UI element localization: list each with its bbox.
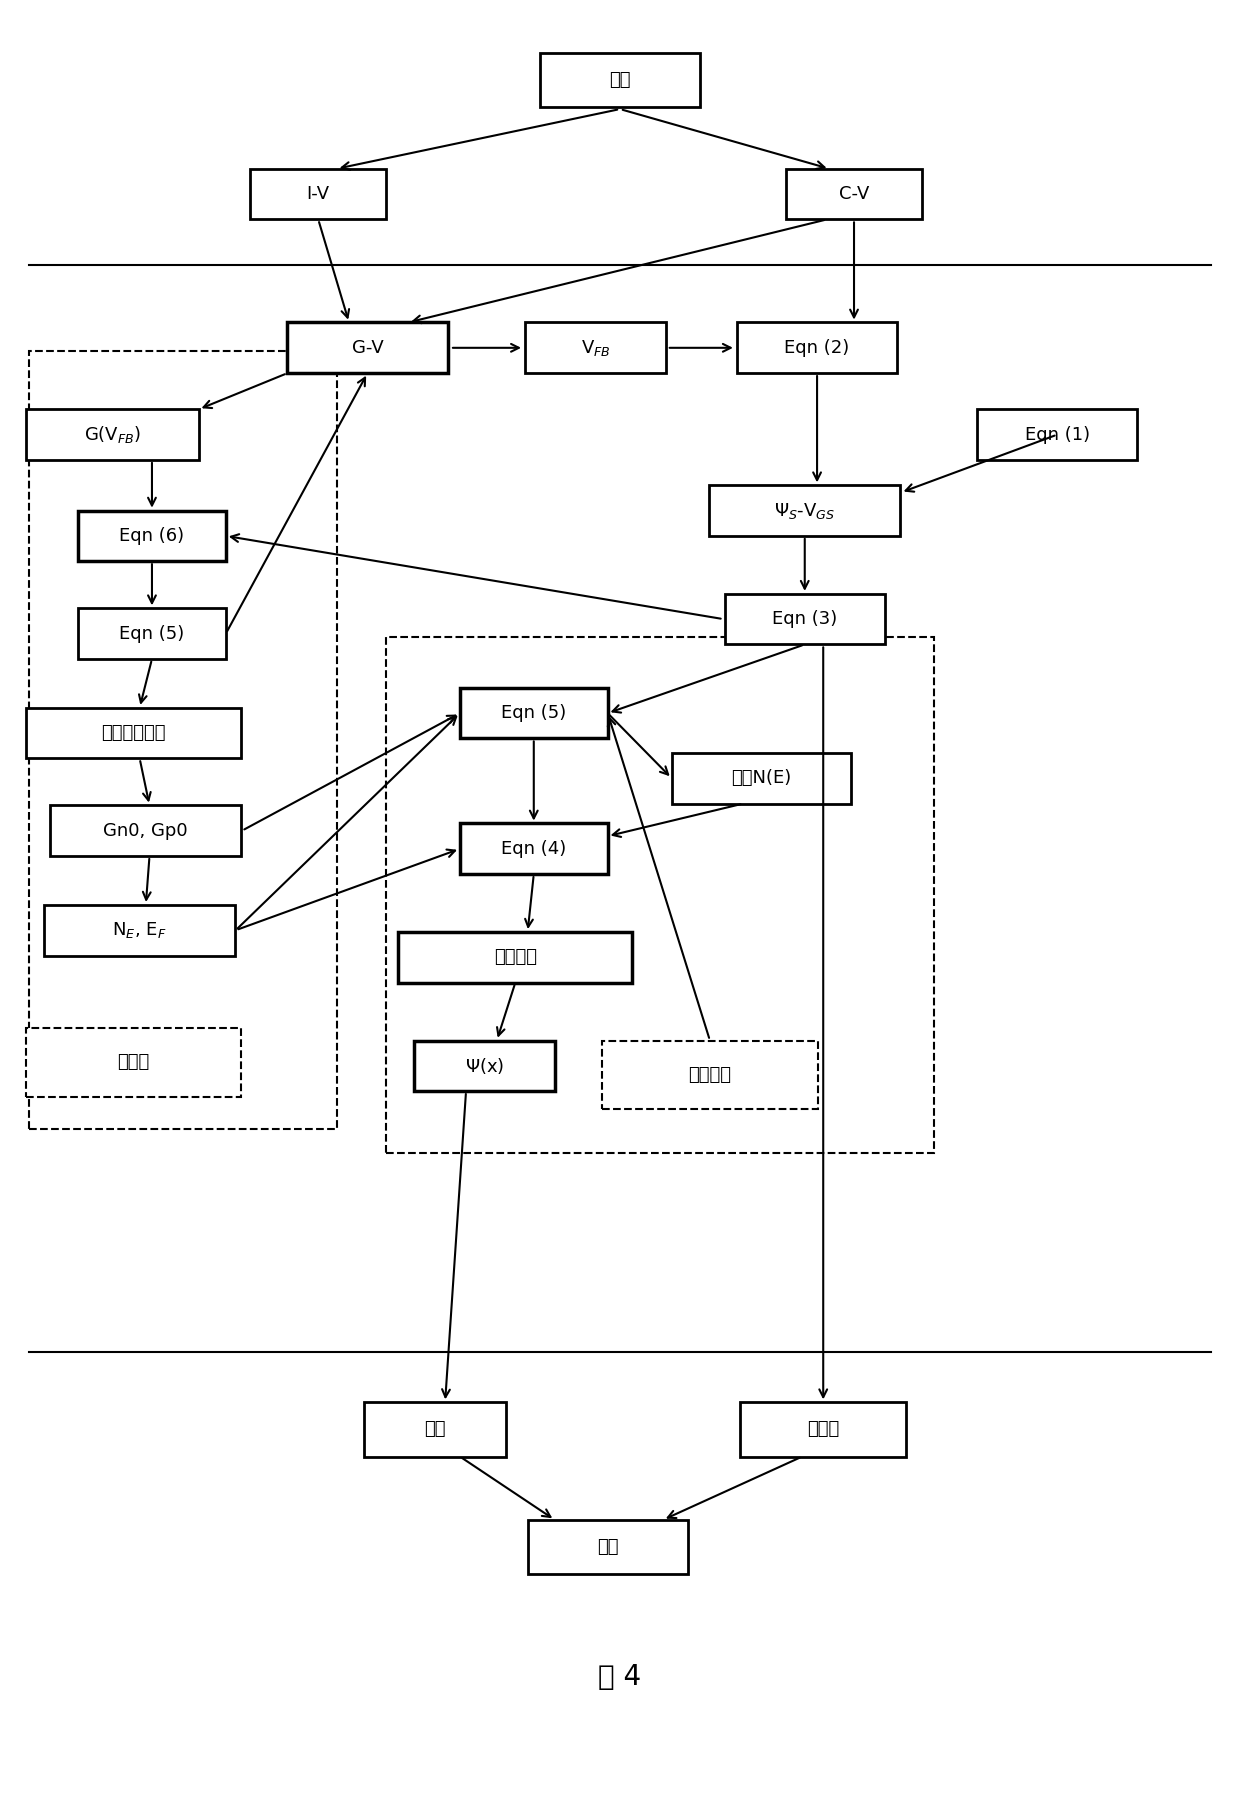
Text: Eqn (2): Eqn (2) xyxy=(785,338,849,356)
Bar xyxy=(709,485,900,536)
Bar xyxy=(365,1403,506,1457)
Text: Gn0, Gp0: Gn0, Gp0 xyxy=(103,821,188,839)
Bar xyxy=(460,689,608,738)
Text: Eqn (6): Eqn (6) xyxy=(119,527,185,545)
Bar xyxy=(528,1519,688,1574)
Text: 输出: 输出 xyxy=(596,1537,619,1555)
Text: Eqn (1): Eqn (1) xyxy=(1024,425,1090,443)
Bar xyxy=(29,351,337,1128)
Bar xyxy=(737,322,897,372)
Bar xyxy=(250,169,386,220)
Bar xyxy=(26,409,198,460)
Bar xyxy=(51,805,242,856)
Bar xyxy=(78,511,226,561)
Text: 迭代过程: 迭代过程 xyxy=(688,1067,732,1085)
Text: N$_E$, E$_F$: N$_E$, E$_F$ xyxy=(113,919,167,939)
Bar xyxy=(26,1028,242,1097)
Text: Eqn (5): Eqn (5) xyxy=(119,625,185,643)
Bar xyxy=(525,322,666,372)
Text: $\Psi_S$-V$_{GS}$: $\Psi_S$-V$_{GS}$ xyxy=(774,501,836,521)
Text: 调整N(E): 调整N(E) xyxy=(732,769,792,787)
Bar xyxy=(740,1403,906,1457)
Text: G-V: G-V xyxy=(352,338,383,356)
Bar xyxy=(26,709,242,758)
Text: I-V: I-V xyxy=(306,185,330,204)
Bar xyxy=(460,823,608,874)
Bar xyxy=(386,638,934,1152)
Bar xyxy=(786,169,921,220)
Text: Eqn (4): Eqn (4) xyxy=(501,839,567,858)
Text: G(V$_{FB}$): G(V$_{FB}$) xyxy=(84,423,141,445)
Text: V$_{FB}$: V$_{FB}$ xyxy=(580,338,610,358)
Bar xyxy=(414,1041,556,1092)
Bar xyxy=(724,594,885,645)
Text: 输入: 输入 xyxy=(609,71,631,89)
Bar xyxy=(398,932,632,983)
Bar xyxy=(288,322,448,372)
Text: Eqn (5): Eqn (5) xyxy=(501,705,567,721)
Bar xyxy=(45,905,236,956)
Text: 松弛算法: 松弛算法 xyxy=(494,948,537,967)
Text: C-V: C-V xyxy=(838,185,869,204)
Bar xyxy=(539,53,701,107)
Bar xyxy=(672,752,851,803)
Text: 初始化: 初始化 xyxy=(118,1054,150,1072)
Text: Eqn (3): Eqn (3) xyxy=(773,611,837,629)
Text: 界面态: 界面态 xyxy=(807,1421,839,1439)
Text: 最小二乘拟合: 最小二乘拟合 xyxy=(102,723,166,741)
Bar xyxy=(977,409,1137,460)
Text: 体态: 体态 xyxy=(424,1421,446,1439)
Text: 图 4: 图 4 xyxy=(599,1663,641,1692)
Bar xyxy=(603,1041,817,1108)
Text: $\Psi$(x): $\Psi$(x) xyxy=(465,1056,505,1076)
Bar xyxy=(78,609,226,660)
